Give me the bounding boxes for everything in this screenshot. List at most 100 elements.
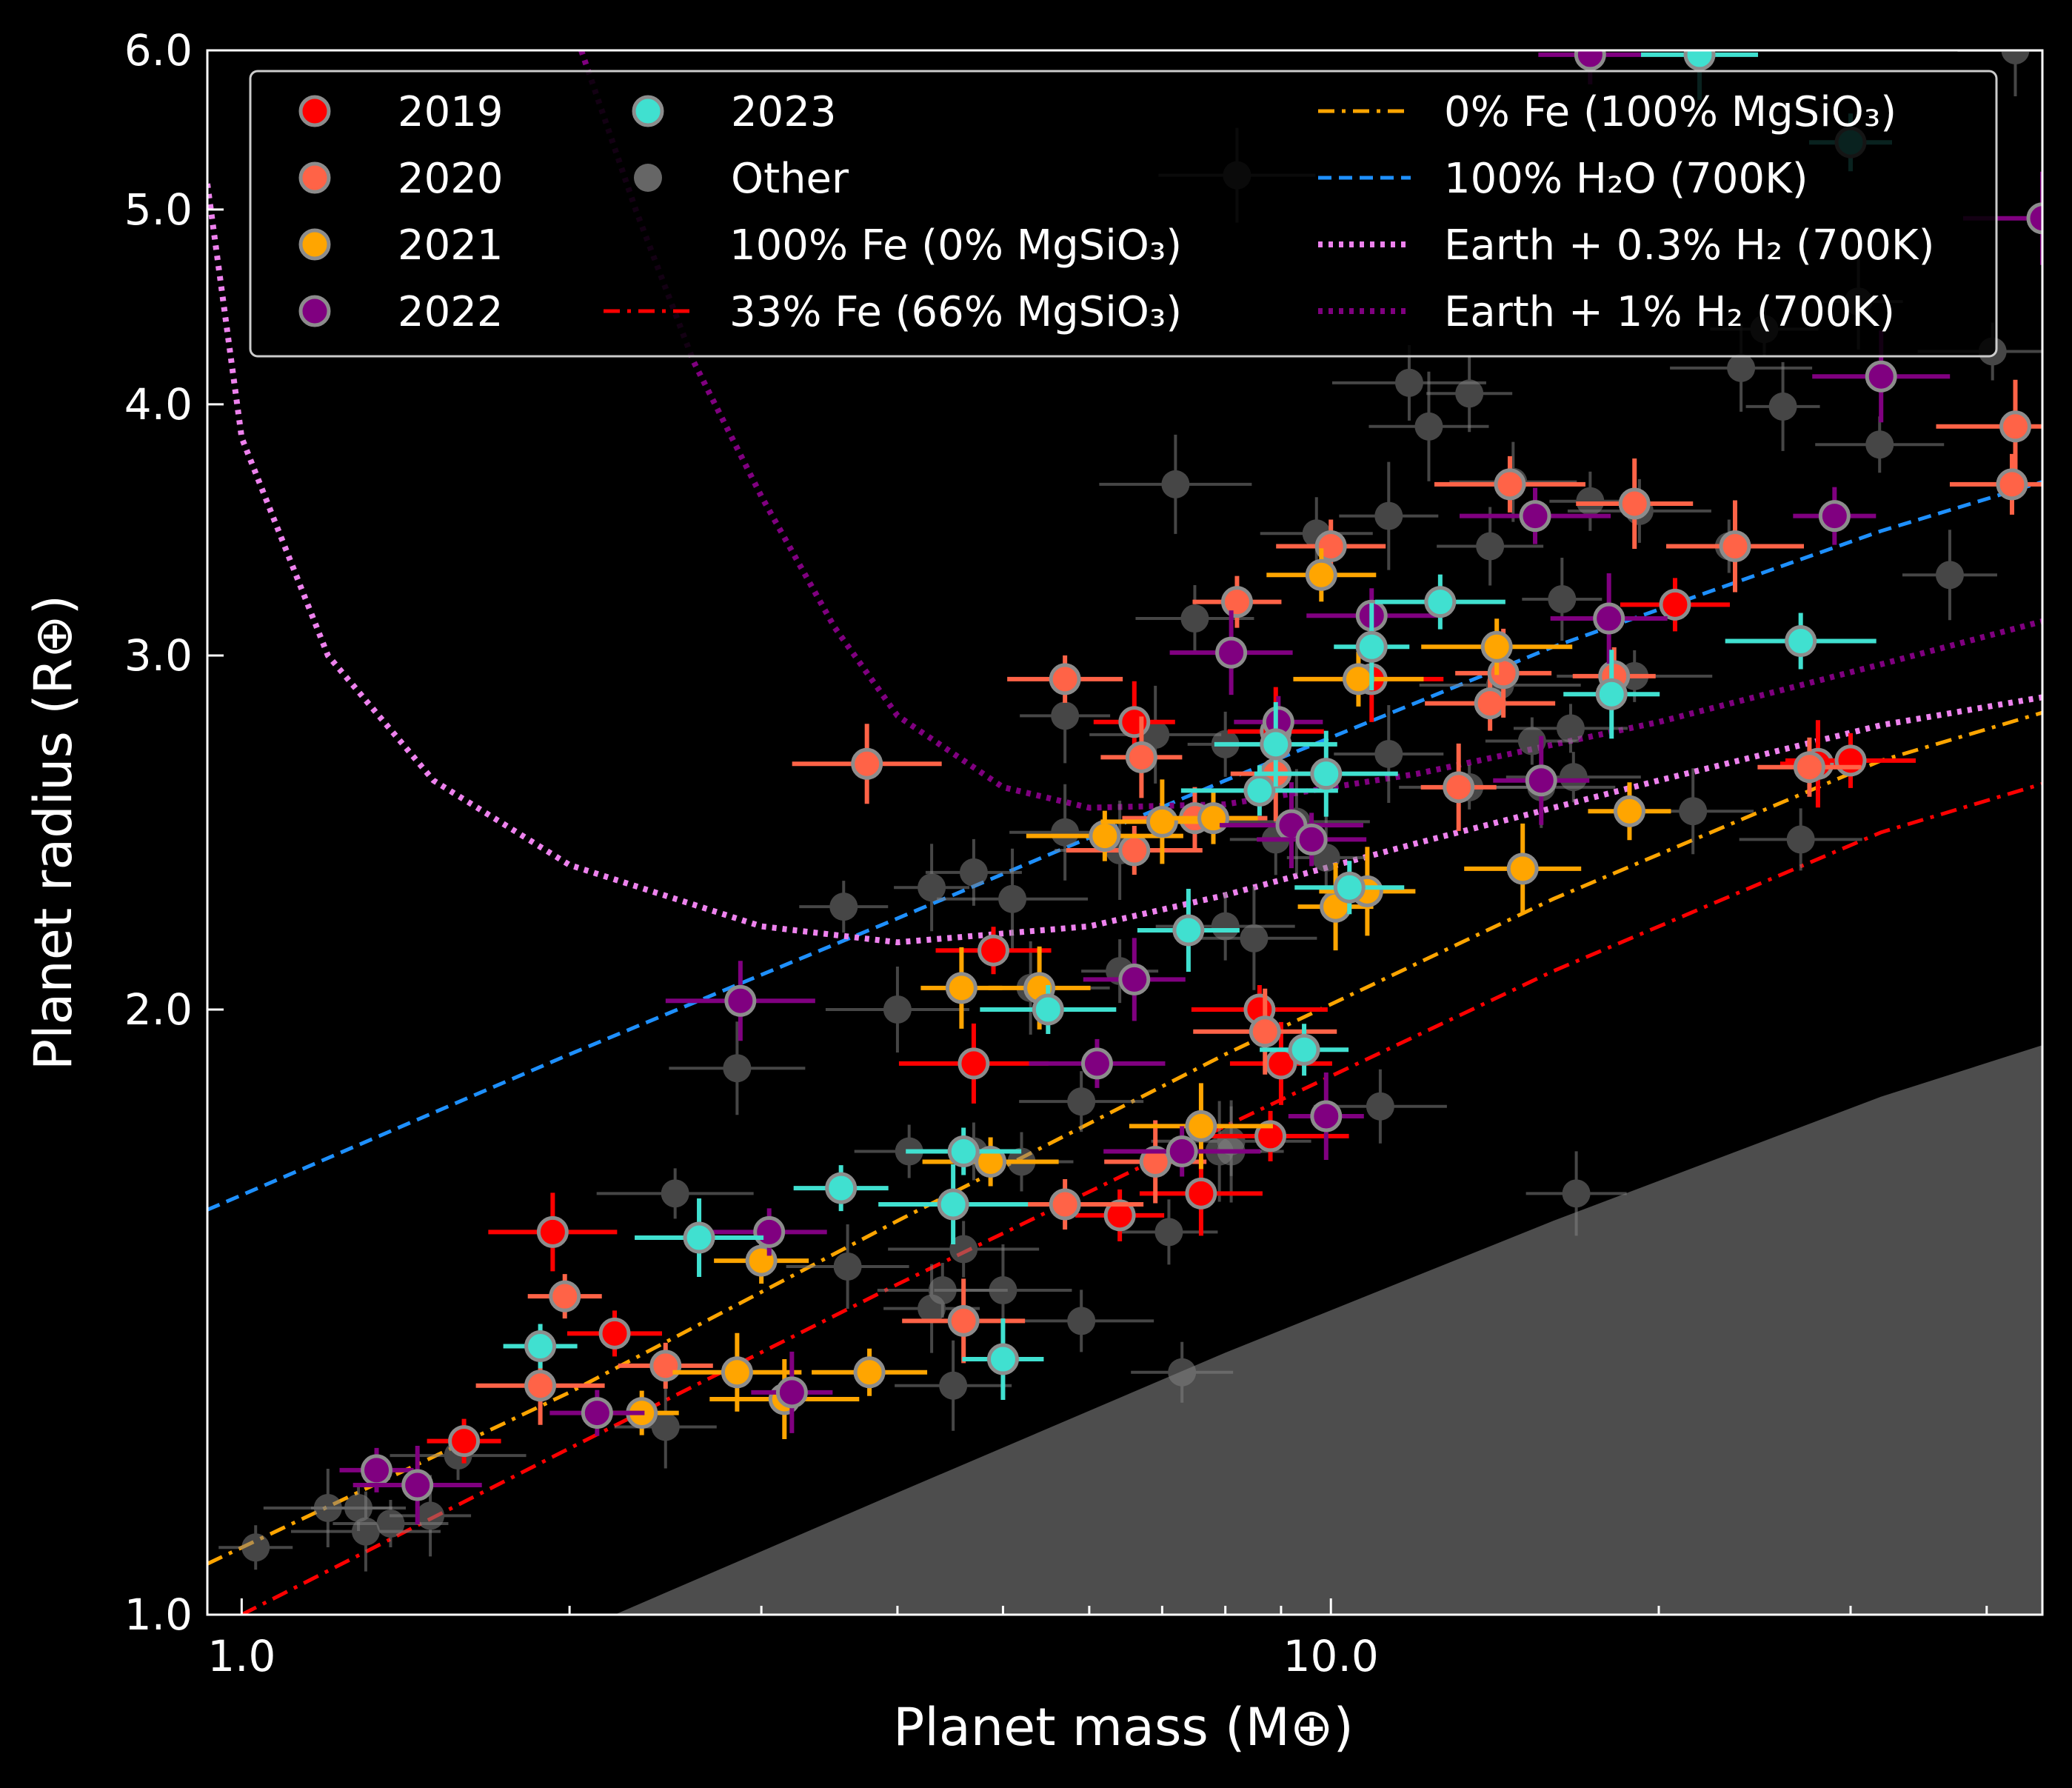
legend-label-h2_1: Earth + 1% H₂ (700K) — [1444, 288, 1895, 336]
legend-marker-2020 — [298, 161, 331, 194]
data-point-2020-22 — [1949, 453, 2042, 515]
data-point-2021-14 — [1293, 651, 1424, 707]
legend-label-fe33: 33% Fe (66% MgSiO₃) — [729, 288, 1182, 336]
marker — [524, 1330, 557, 1363]
marker — [1185, 1177, 1217, 1210]
data-point-2023-2 — [793, 1165, 889, 1212]
legend-label-h2o: 100% H₂O (700K) — [1444, 155, 1808, 203]
data-point-2023-17 — [1641, 50, 1759, 100]
data-point-2019-8 — [1192, 1110, 1349, 1161]
x-tick-label: 1.0 — [207, 1631, 275, 1681]
marker — [524, 1370, 557, 1402]
y-axis-label: Planet radius (R⊕) — [23, 595, 84, 1070]
marker — [1310, 1100, 1343, 1132]
marker — [724, 984, 757, 1017]
legend-marker-2022 — [298, 295, 331, 327]
data-point-2020-7 — [1104, 1120, 1207, 1204]
data-point-2021-8 — [1026, 810, 1183, 861]
y-tick-label: 2.0 — [124, 984, 193, 1035]
marker — [1593, 602, 1625, 635]
marker — [651, 1412, 680, 1441]
marker — [1049, 663, 1081, 695]
data-point-2021-12 — [1266, 548, 1377, 602]
data-point-other-75 — [925, 838, 1022, 906]
data-point-2020-11 — [1193, 988, 1337, 1075]
data-point-other-51 — [1513, 704, 1628, 753]
data-point-2023-13 — [1334, 603, 1410, 691]
marker — [721, 1356, 753, 1389]
data-point-other-35 — [1191, 886, 1317, 990]
marker — [1818, 500, 1851, 533]
marker — [1254, 1120, 1287, 1152]
legend-label-2021: 2021 — [398, 221, 504, 270]
marker — [829, 893, 858, 921]
data-point-2021-9 — [1100, 779, 1224, 864]
marker — [1243, 774, 1276, 807]
x-axis-label: Planet mass (M⊕) — [893, 1697, 1354, 1758]
marker — [1574, 50, 1606, 71]
curve-fe33 — [241, 781, 2042, 1615]
data-point-other-13 — [894, 844, 970, 932]
data-point-2019-7 — [1229, 1021, 1332, 1105]
marker — [361, 1454, 393, 1487]
data-point-2020-17 — [1576, 458, 1694, 549]
marker — [401, 1469, 434, 1501]
marker — [1525, 764, 1557, 797]
data-point-2022-1 — [352, 1446, 482, 1525]
data-point-other-29 — [1099, 434, 1252, 534]
data-point-2021-6 — [922, 1137, 1059, 1187]
marker — [1118, 963, 1151, 995]
data-point-2020-20 — [1757, 737, 1862, 797]
marker — [949, 1235, 978, 1264]
marker — [1519, 500, 1551, 533]
x-tick-label: 10.0 — [1283, 1631, 1379, 1681]
marker — [825, 1172, 858, 1204]
marker — [1548, 584, 1577, 613]
marker — [1613, 795, 1645, 827]
data-point-2023-16 — [1725, 613, 1877, 670]
marker — [1443, 771, 1475, 804]
data-point-other-8 — [596, 1168, 754, 1219]
marker — [1474, 687, 1506, 720]
data-point-2023-0 — [503, 1324, 578, 1369]
forbidden-region — [615, 1045, 2042, 1615]
marker — [1996, 468, 2028, 501]
data-point-other-52 — [1522, 557, 1603, 641]
data-point-2023-1 — [635, 1198, 764, 1278]
marker — [853, 1356, 886, 1389]
marker — [918, 1294, 946, 1323]
marker — [1834, 744, 1867, 777]
legend-label-h2_03: Earth + 0.3% H₂ (700K) — [1444, 221, 1934, 270]
marker — [1089, 820, 1121, 853]
marker — [1305, 558, 1337, 591]
data-point-2022-13 — [1288, 1072, 1364, 1160]
data-point-2020-10 — [1192, 576, 1282, 628]
marker — [448, 1425, 481, 1458]
data-point-2022-2 — [549, 1390, 645, 1436]
marker — [1197, 802, 1230, 835]
marker — [376, 1509, 405, 1538]
marker — [1865, 430, 1894, 459]
data-point-2021-18 — [1588, 782, 1671, 841]
marker — [1487, 657, 1520, 690]
data-point-other-54 — [1525, 1151, 1627, 1236]
marker — [581, 1397, 613, 1430]
legend-frame — [249, 70, 1998, 358]
marker — [1556, 714, 1585, 743]
data-point-2020-21 — [1936, 379, 2042, 473]
marker — [536, 1215, 569, 1248]
data-point-2019-2 — [567, 1310, 663, 1357]
data-point-2023-15 — [1563, 650, 1660, 739]
marker — [1220, 586, 1253, 618]
data-point-2022-17 — [1550, 573, 1668, 664]
data-point-2022-7 — [1083, 938, 1186, 1021]
marker — [959, 858, 988, 887]
marker — [1288, 1033, 1320, 1066]
marker — [851, 747, 883, 780]
data-point-other-44 — [1426, 355, 1513, 433]
marker — [1659, 588, 1691, 621]
data-point-other-30 — [1135, 585, 1254, 653]
marker — [1125, 741, 1157, 773]
marker — [1595, 678, 1628, 710]
